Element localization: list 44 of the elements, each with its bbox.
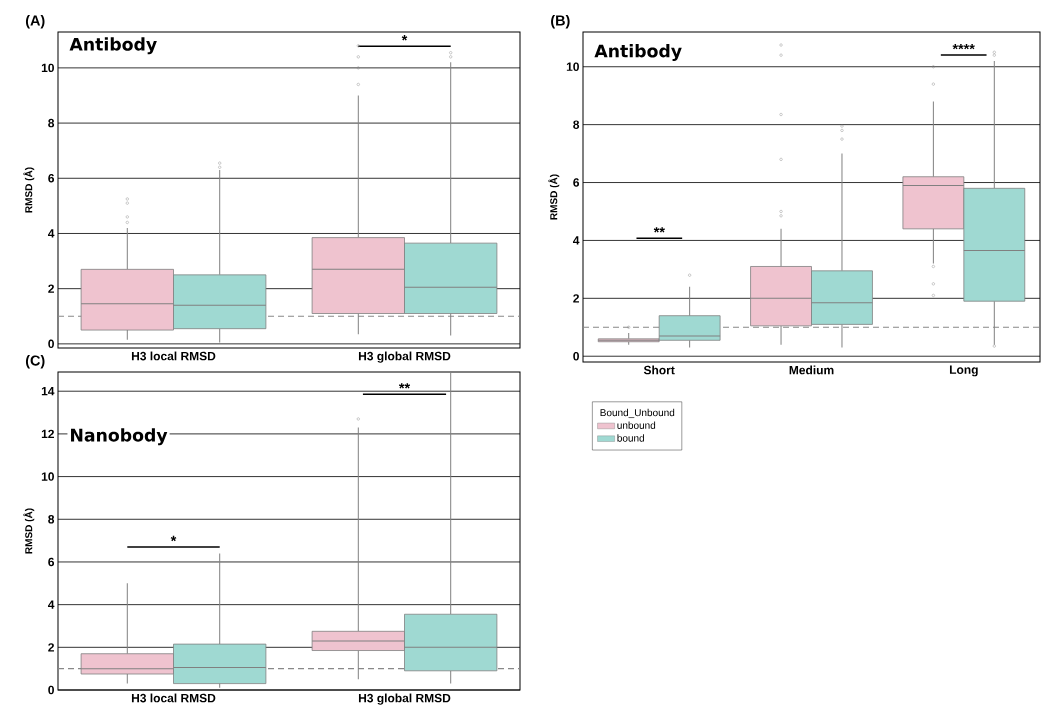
- y-tick-label: 10: [41, 63, 54, 73]
- text: Nanobody: [71, 428, 168, 446]
- x-tick-label: Short: [643, 365, 675, 375]
- y-tick-label: 14: [41, 387, 55, 396]
- y-axis-title: RMSD (Å): [23, 508, 35, 554]
- y-tick-label: 8: [48, 515, 55, 524]
- chart-title: Antibody: [69, 37, 157, 55]
- x-tick-label: H3 global RMSD: [358, 693, 451, 705]
- y-tick-label: 4: [572, 236, 580, 245]
- y-tick-label: 8: [48, 118, 55, 128]
- y-tick-label: 6: [48, 174, 55, 183]
- y-axis-title: RMSD (Å): [23, 167, 35, 213]
- text: Antibody: [594, 44, 682, 61]
- x-tick-label: H3 local RMSD: [131, 693, 216, 703]
- x-tick-label: H3 local RMSD: [131, 351, 216, 361]
- y-tick-label: 4: [47, 229, 55, 238]
- text: (A): [25, 15, 45, 29]
- y-tick-label: 0: [48, 339, 54, 349]
- x-tick-label: Medium: [789, 365, 834, 375]
- x-tick-label: H3 global RMSD: [358, 351, 451, 363]
- y-tick-label: 10: [41, 472, 54, 481]
- y-tick-label: 12: [41, 429, 54, 439]
- legend-label: bound: [617, 434, 644, 442]
- text: (C): [25, 355, 45, 369]
- text: (B): [551, 15, 570, 29]
- legend-label: unbound: [617, 421, 656, 429]
- legend-title: Bound_Unbound: [600, 408, 675, 419]
- y-tick-label: 10: [566, 62, 579, 71]
- annotation: **: [653, 227, 665, 233]
- y-axis-title: RMSD (Å): [548, 174, 560, 220]
- y-tick-label: 4: [47, 600, 55, 609]
- annotation: **: [398, 383, 411, 389]
- y-tick-label: 8: [573, 120, 580, 129]
- y-tick-label: 6: [48, 557, 55, 567]
- annotation: *: [170, 535, 177, 542]
- y-tick-label: 2: [48, 284, 54, 293]
- y-tick-label: 6: [573, 178, 580, 187]
- annotation: ****: [952, 44, 975, 50]
- x-tick-label: Long: [949, 365, 978, 377]
- annotation: *: [401, 35, 408, 41]
- y-tick-label: 0: [573, 351, 579, 361]
- y-tick-label: 2: [48, 643, 54, 652]
- y-tick-label: 0: [48, 685, 54, 695]
- y-tick-label: 2: [573, 294, 579, 303]
